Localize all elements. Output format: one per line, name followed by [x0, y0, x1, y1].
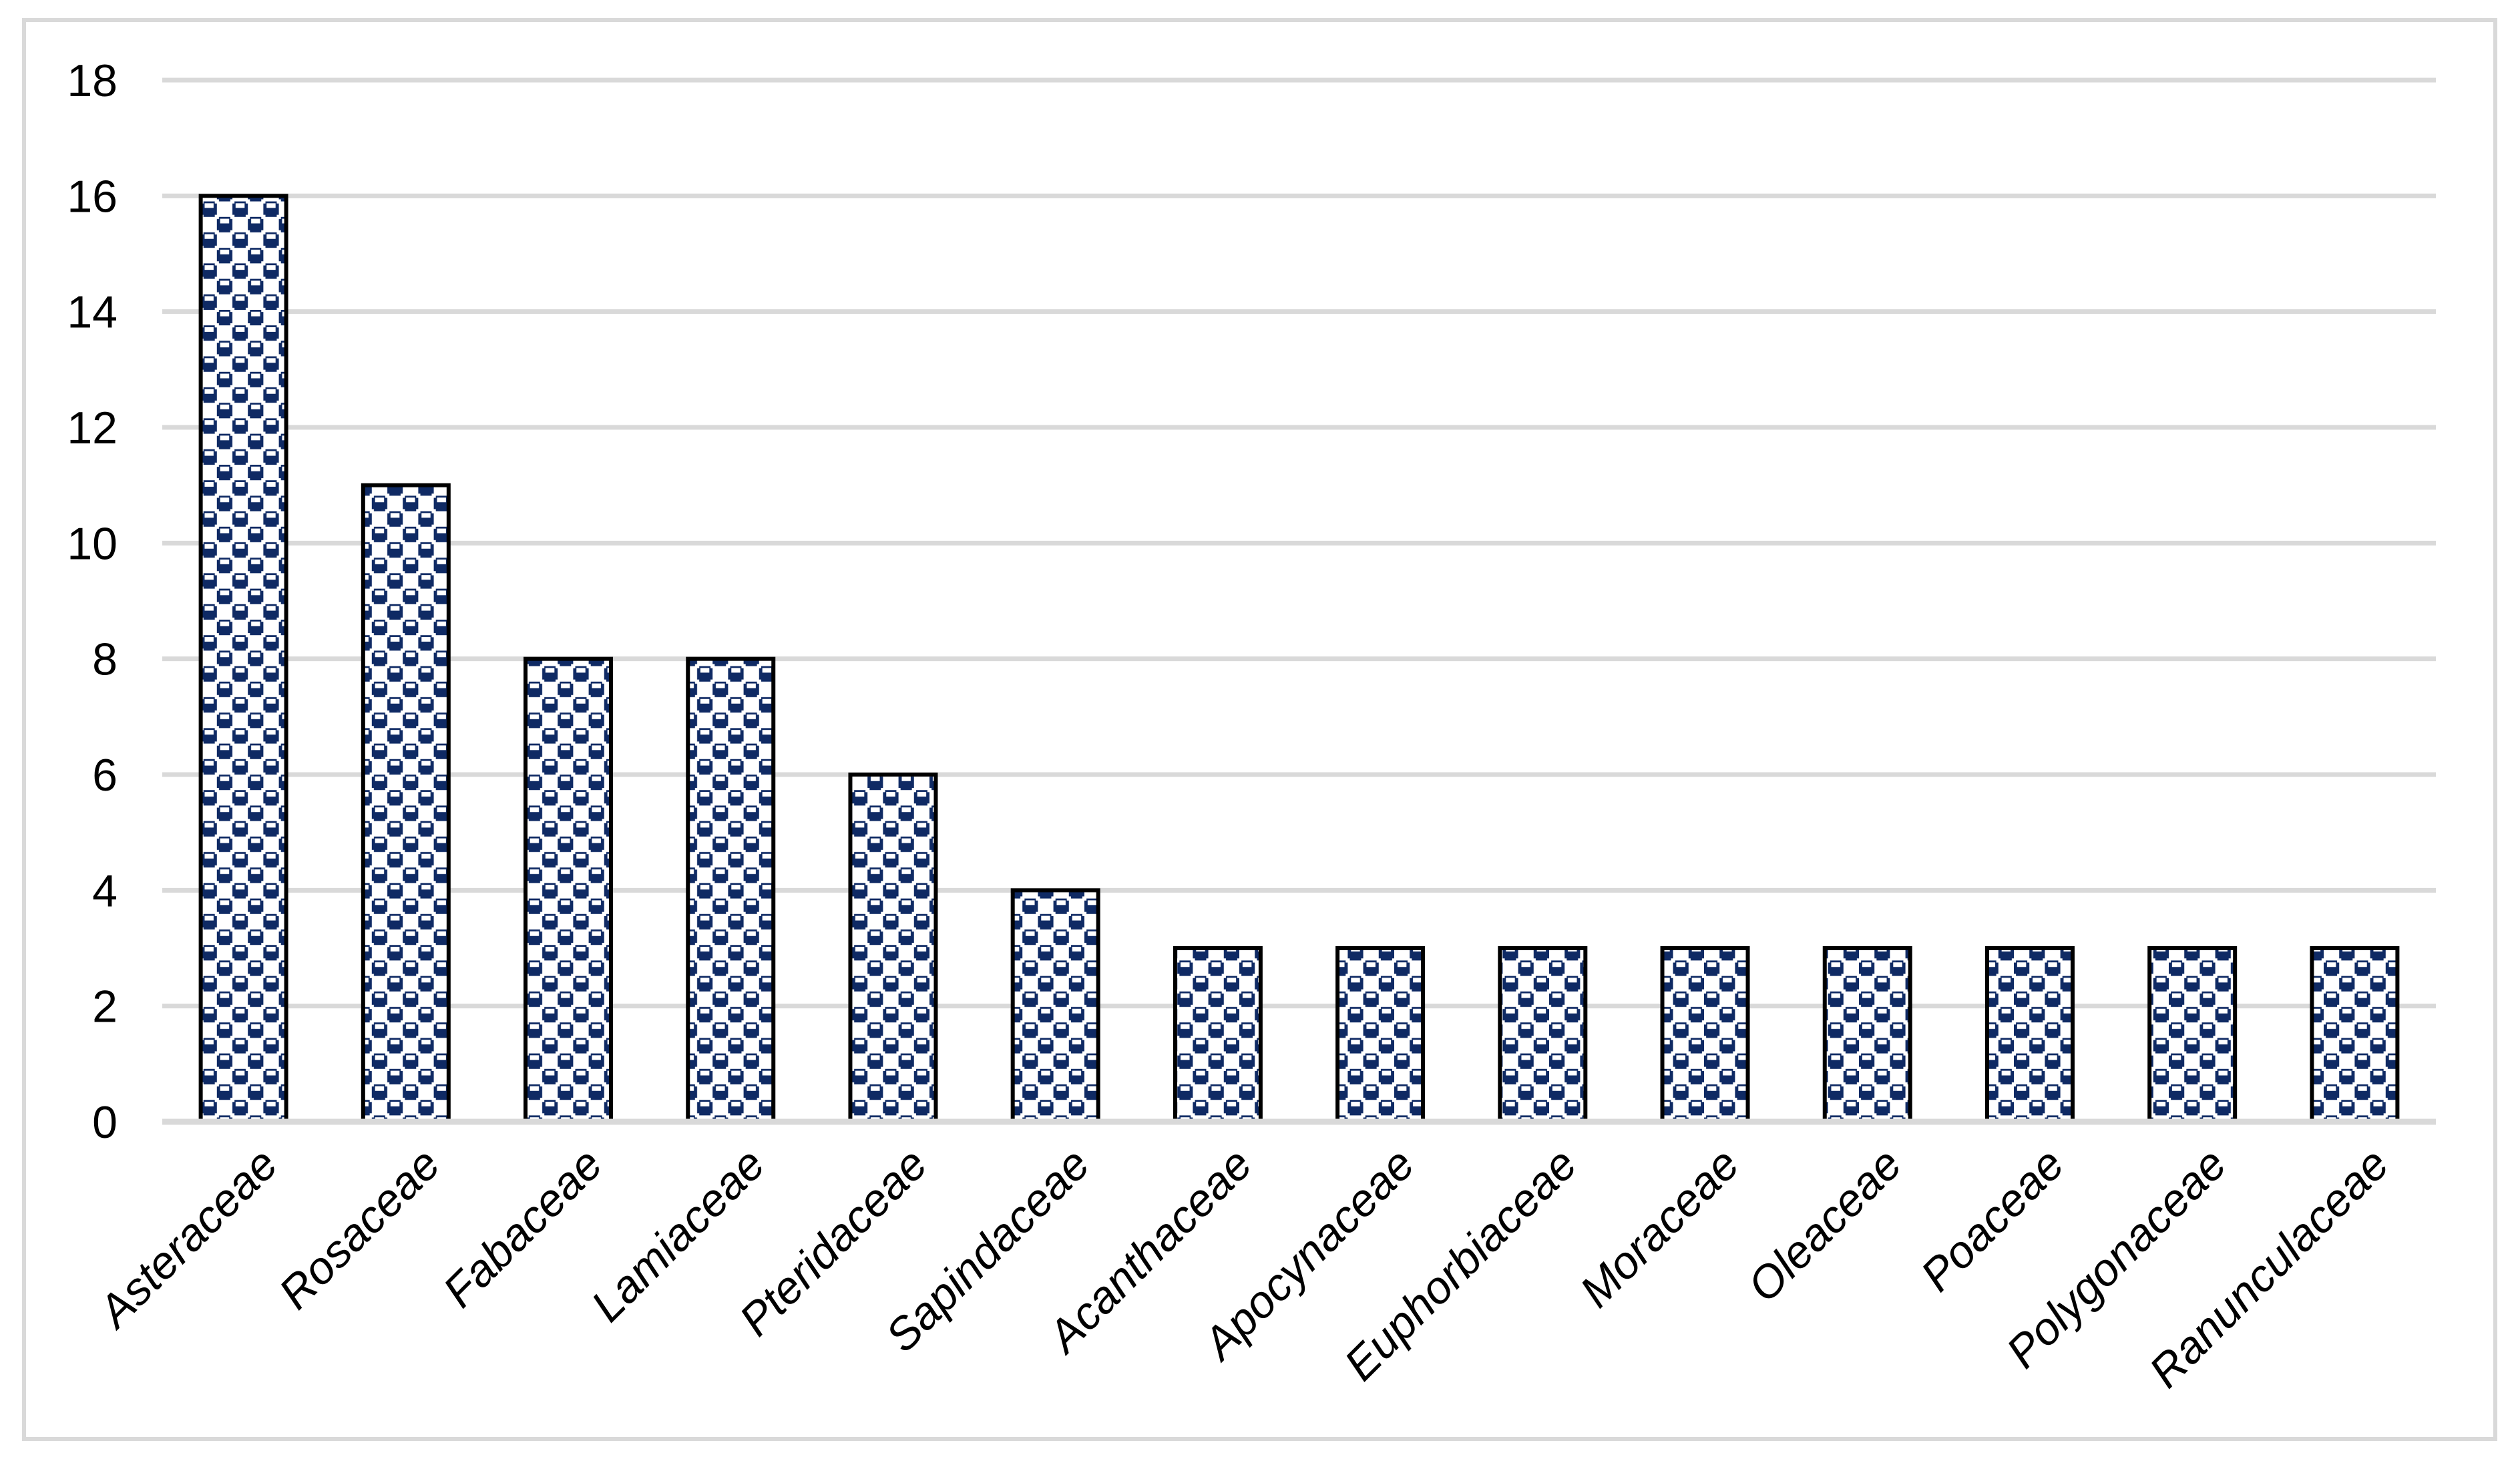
bar	[1335, 946, 1426, 1124]
y-tick-label: 16	[67, 171, 118, 222]
y-tick-label: 4	[92, 865, 118, 916]
bar	[2310, 946, 2400, 1124]
y-tick-label: 12	[67, 403, 118, 453]
bar	[1822, 946, 1912, 1124]
y-tick-label: 14	[67, 287, 118, 338]
bar	[1660, 946, 1750, 1124]
bar	[1010, 888, 1100, 1124]
bar	[198, 194, 288, 1124]
bar	[1984, 946, 2075, 1124]
y-tick-label: 10	[67, 518, 118, 569]
y-axis-labels: 0 2 4 6 8 10 12 14 16 18	[67, 55, 118, 1148]
bar	[1173, 946, 1263, 1124]
bar	[2147, 946, 2238, 1124]
bar	[523, 656, 614, 1124]
y-tick-label: 8	[92, 634, 118, 685]
y-tick-label: 0	[92, 1097, 118, 1148]
bar	[361, 483, 451, 1124]
y-tick-label: 6	[92, 750, 118, 801]
bar	[1498, 946, 1588, 1124]
bar	[848, 773, 938, 1124]
bar	[686, 656, 776, 1124]
y-tick-label: 18	[67, 55, 118, 106]
y-tick-label: 2	[92, 982, 118, 1032]
bar-series	[198, 194, 2400, 1124]
